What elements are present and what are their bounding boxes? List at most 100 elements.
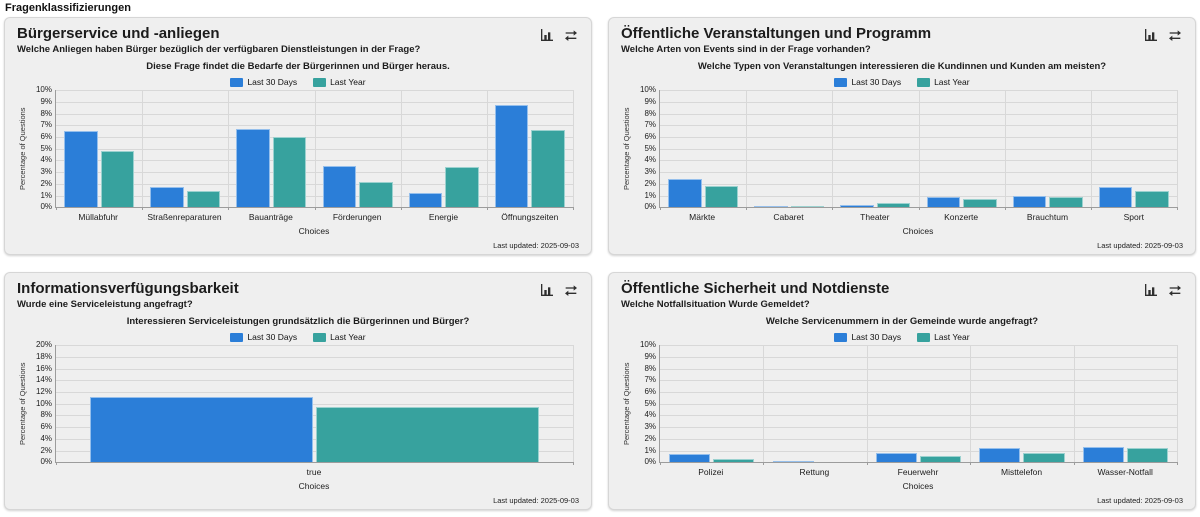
- x-axis-title: Choices: [902, 481, 934, 492]
- x-tick-labels: Märkte Cabaret Theater Konzerte Brauchtum Spo…: [659, 212, 1177, 222]
- gridline: [1004, 90, 1006, 208]
- bar-group-brauchtum: [1005, 90, 1091, 208]
- bar-chart-icon[interactable]: [539, 282, 555, 298]
- gridline: [573, 90, 574, 208]
- legend-item-last-year[interactable]: Last Year: [313, 77, 366, 87]
- x-axis-tick: [142, 207, 144, 211]
- bar-energie-last-30-days[interactable]: [408, 193, 443, 208]
- x-tick-label: Wasser-Notfall: [1097, 467, 1153, 478]
- y-tick-label: 5%: [644, 143, 656, 153]
- bar-brauchtum-last-30-days[interactable]: [1012, 195, 1047, 208]
- x-tick-label: Misttelefon: [1001, 467, 1043, 478]
- bar-öffnungszeiten-last-year[interactable]: [531, 130, 565, 208]
- x-axis-tick: [56, 462, 57, 466]
- bar-müllabfuhr-last-year[interactable]: [100, 151, 135, 208]
- bar-energie-last-year[interactable]: [445, 167, 479, 208]
- swap-axes-icon[interactable]: [563, 282, 579, 298]
- legend-item-last-30-days[interactable]: Last 30 Days: [230, 77, 297, 87]
- y-tick-label: 6%: [40, 422, 52, 432]
- y-tick-label: 9%: [644, 96, 656, 106]
- gridline: [1090, 90, 1092, 208]
- chart: Percentage of Questions 0% 2% 4% 6% 8% 10% 12%…: [17, 341, 579, 491]
- plot-area: 0% 2% 4% 6% 8% 10% 12% 14% 16% 18% 20%: [36, 341, 574, 466]
- bar-brauchtum-last-year[interactable]: [1049, 196, 1083, 208]
- bar-true-last-year[interactable]: [316, 407, 540, 463]
- legend-item-last-year[interactable]: Last Year: [917, 332, 970, 342]
- bar-polizei-last-year[interactable]: [713, 458, 755, 463]
- bar-wasser-notfall-last-year[interactable]: [1126, 448, 1168, 463]
- gridline: [970, 345, 972, 463]
- legend-item-last-year[interactable]: Last Year: [917, 77, 970, 87]
- panel-subtitle: Wurde eine Serviceleistung angefragt?: [17, 299, 193, 311]
- y-tick-label: 2%: [644, 433, 656, 443]
- gridline: [573, 345, 574, 463]
- legend-item-last-30-days[interactable]: Last 30 Days: [834, 77, 901, 87]
- bar-förderungen-last-30-days[interactable]: [322, 166, 357, 208]
- gridline: [56, 345, 573, 347]
- x-axis-title: Choices: [902, 226, 934, 237]
- bar-feuerwehr-last-30-days[interactable]: [875, 452, 918, 463]
- swap-axes-icon[interactable]: [563, 27, 579, 43]
- dashboard-grid: Bürgerservice und -anliegen Welche Anlie…: [0, 17, 1200, 510]
- bar-polizei-last-30-days[interactable]: [669, 454, 711, 463]
- y-axis-title: Percentage of Questions: [18, 362, 27, 446]
- bar-theater-last-30-days[interactable]: [840, 204, 874, 208]
- bar-bauanträge-last-30-days[interactable]: [236, 128, 270, 208]
- bar-misttelefon-last-30-days[interactable]: [979, 448, 1021, 463]
- bar-konzerte-last-year[interactable]: [963, 199, 997, 208]
- bar-cabaret-last-30-days[interactable]: [754, 206, 788, 208]
- bar-theater-last-year[interactable]: [876, 202, 911, 208]
- panel-informationsverfuegbarkeit: Informationsverfügungsbarkeit Wurde eine…: [4, 272, 592, 510]
- page-title: Fragenklassifizierungen: [5, 2, 131, 14]
- x-tick-label: Feuerwehr: [897, 467, 939, 478]
- panel-veranstaltungen: Öffentliche Veranstaltungen und Programm…: [608, 17, 1196, 255]
- bar-group-märkte: [660, 90, 746, 208]
- bar-chart-icon[interactable]: [1143, 27, 1159, 43]
- bar-cabaret-last-year[interactable]: [790, 206, 825, 208]
- bar-konzerte-last-30-days[interactable]: [926, 196, 961, 208]
- gridline: [1177, 90, 1178, 208]
- legend-swatch: [313, 77, 327, 87]
- bar-öffnungszeiten-last-30-days[interactable]: [494, 105, 529, 208]
- plot-area: 0% 1% 2% 3% 4% 5% 6% 7% 8% 9% 10%: [640, 86, 1178, 211]
- bar-straßenreparaturen-last-30-days[interactable]: [150, 187, 184, 208]
- x-tick-label: Polizei: [698, 467, 724, 478]
- bar-förderungen-last-year[interactable]: [359, 181, 393, 208]
- bar-rettung-last-30-days[interactable]: [772, 461, 814, 463]
- panel-subtitle: Welche Notfallsituation Wurde Gemeldet?: [621, 299, 810, 311]
- bar-true-last-30-days[interactable]: [89, 396, 313, 463]
- bar-müllabfuhr-last-30-days[interactable]: [64, 131, 98, 208]
- bar-feuerwehr-last-year[interactable]: [920, 456, 962, 463]
- bar-sport-last-year[interactable]: [1135, 190, 1169, 208]
- legend-item-last-30-days[interactable]: Last 30 Days: [230, 332, 297, 342]
- bar-wasser-notfall-last-30-days[interactable]: [1082, 447, 1124, 463]
- bar-misttelefon-last-year[interactable]: [1023, 452, 1065, 463]
- legend-item-last-30-days[interactable]: Last 30 Days: [834, 332, 901, 342]
- bar-chart-icon[interactable]: [539, 27, 555, 43]
- gridline: [660, 427, 1177, 429]
- bar-straßenreparaturen-last-year[interactable]: [186, 190, 221, 208]
- bar-sport-last-30-days[interactable]: [1098, 187, 1133, 208]
- x-tick-label: Rettung: [799, 467, 830, 478]
- legend-item-last-year[interactable]: Last Year: [313, 332, 366, 342]
- panel-buergerservice: Bürgerservice und -anliegen Welche Anlie…: [4, 17, 592, 255]
- y-tick-label: 0%: [644, 202, 656, 212]
- gridline: [1073, 345, 1075, 463]
- gridline: [832, 90, 834, 208]
- y-tick-label: 6%: [644, 132, 656, 142]
- bar-group-feuerwehr: [867, 345, 970, 463]
- bar-group-öffnungszeiten: [487, 90, 573, 208]
- y-tick-label: 10%: [35, 398, 52, 408]
- swap-axes-icon[interactable]: [1167, 27, 1183, 43]
- gridline: [763, 345, 765, 463]
- gridline: [56, 368, 573, 370]
- bar-chart-icon[interactable]: [1143, 282, 1159, 298]
- bar-märkte-last-year[interactable]: [704, 186, 739, 208]
- chart: Percentage of Questions 0% 1% 2% 3% 4% 5% 6% 7%…: [17, 86, 579, 236]
- bar-bauanträge-last-year[interactable]: [272, 137, 307, 208]
- gridline: [56, 438, 573, 440]
- bar-märkte-last-30-days[interactable]: [668, 179, 702, 208]
- chart-question: Diese Frage findet die Bedarfe der Bürge…: [146, 61, 450, 73]
- y-tick-label: 2%: [40, 178, 52, 188]
- swap-axes-icon[interactable]: [1167, 282, 1183, 298]
